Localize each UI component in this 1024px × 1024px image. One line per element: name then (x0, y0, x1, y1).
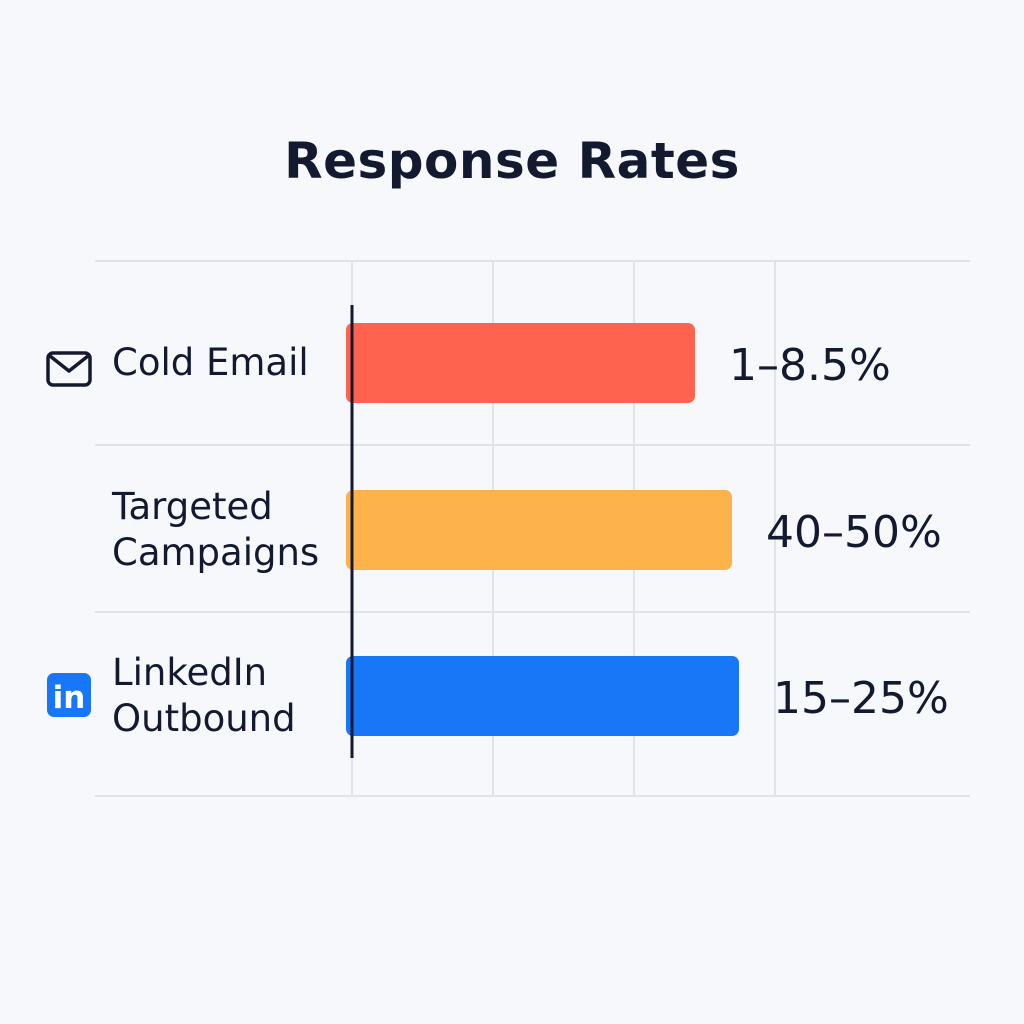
category-label-2-1: Outbound (112, 697, 296, 740)
category-label-2-0: LinkedIn (112, 651, 267, 694)
bar-2 (346, 656, 739, 736)
bar-1 (346, 490, 732, 570)
envelope-icon (46, 351, 92, 387)
value-label-1: 40–50% (766, 507, 942, 558)
value-label-0: 1–8.5% (729, 340, 891, 391)
chart-title: Response Rates (284, 132, 740, 190)
category-label-1-0: Targeted (111, 485, 273, 528)
category-label-1-1: Campaigns (112, 531, 319, 574)
category-label-0-0: Cold Email (112, 341, 309, 384)
value-label-2: 15–25% (773, 673, 949, 724)
svg-text:in: in (53, 680, 86, 716)
bar-0 (346, 323, 695, 403)
linkedin-icon: in (47, 673, 91, 717)
